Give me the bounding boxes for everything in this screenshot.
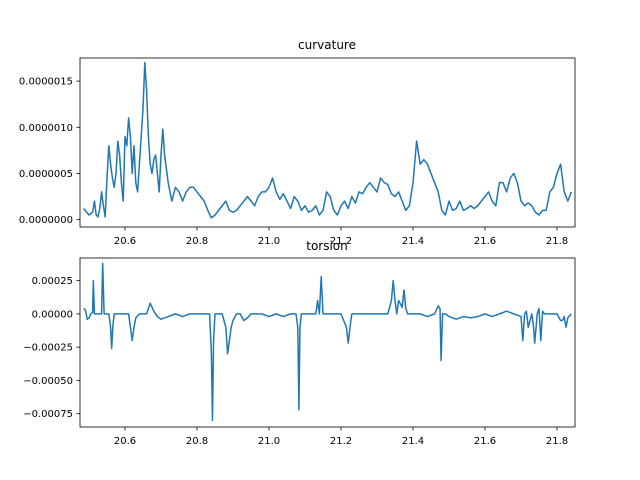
curvature-x-tick-label: 20.8: [186, 236, 208, 247]
torsion-y-tick-label: −0.00050: [23, 376, 73, 387]
torsion-y-tick-label: −0.00075: [23, 409, 73, 420]
curvature-y-tick-label: 0.0000005: [19, 169, 73, 180]
curvature-x-tick-label: 20.6: [114, 236, 136, 247]
curvature-x-tick-label: 21.2: [330, 236, 352, 247]
curvature-x-tick-label: 21.6: [474, 236, 496, 247]
curvature-title: curvature: [298, 38, 356, 52]
torsion-x-tick-label: 21.2: [330, 436, 352, 447]
curvature-axes-frame: [79, 57, 576, 228]
torsion-y-tick-label: 0.00000: [32, 309, 73, 320]
curvature-y-tick-label: 0.0000010: [19, 123, 73, 134]
curvature-x-tick-label: 21.0: [258, 236, 280, 247]
curvature-line: [83, 61, 573, 219]
torsion-x-tick-label: 21.4: [402, 436, 424, 447]
torsion-title: torsion: [306, 239, 348, 253]
torsion-x-tick-label: 20.8: [186, 436, 208, 447]
torsion-x-tick-label: 21.0: [258, 436, 280, 447]
torsion-x-tick-label: 21.6: [474, 436, 496, 447]
curvature-y-tick-label: 0.0000000: [19, 215, 73, 226]
torsion-x-tick-label: 21.8: [546, 436, 568, 447]
curvature-x-tick-label: 21.4: [402, 236, 424, 247]
torsion-y-tick-label: 0.00025: [32, 276, 73, 287]
torsion-y-tick-label: −0.00025: [23, 343, 73, 354]
curvature-panel: curvature 20.6 20.8 21.0 21.2 21.4 21.6 21.8 0.…: [19, 38, 576, 247]
torsion-axes-frame: [79, 257, 576, 428]
torsion-line: [83, 262, 572, 422]
curvature-x-tick-label: 21.8: [546, 236, 568, 247]
torsion-panel: 20.6 20.8 21.0 21.2 21.4 21.6 21.8 0.00025 0.000…: [23, 239, 576, 447]
torsion-x-tick-label: 20.6: [114, 436, 136, 447]
curvature-y-tick-label: 0.0000015: [19, 77, 73, 88]
